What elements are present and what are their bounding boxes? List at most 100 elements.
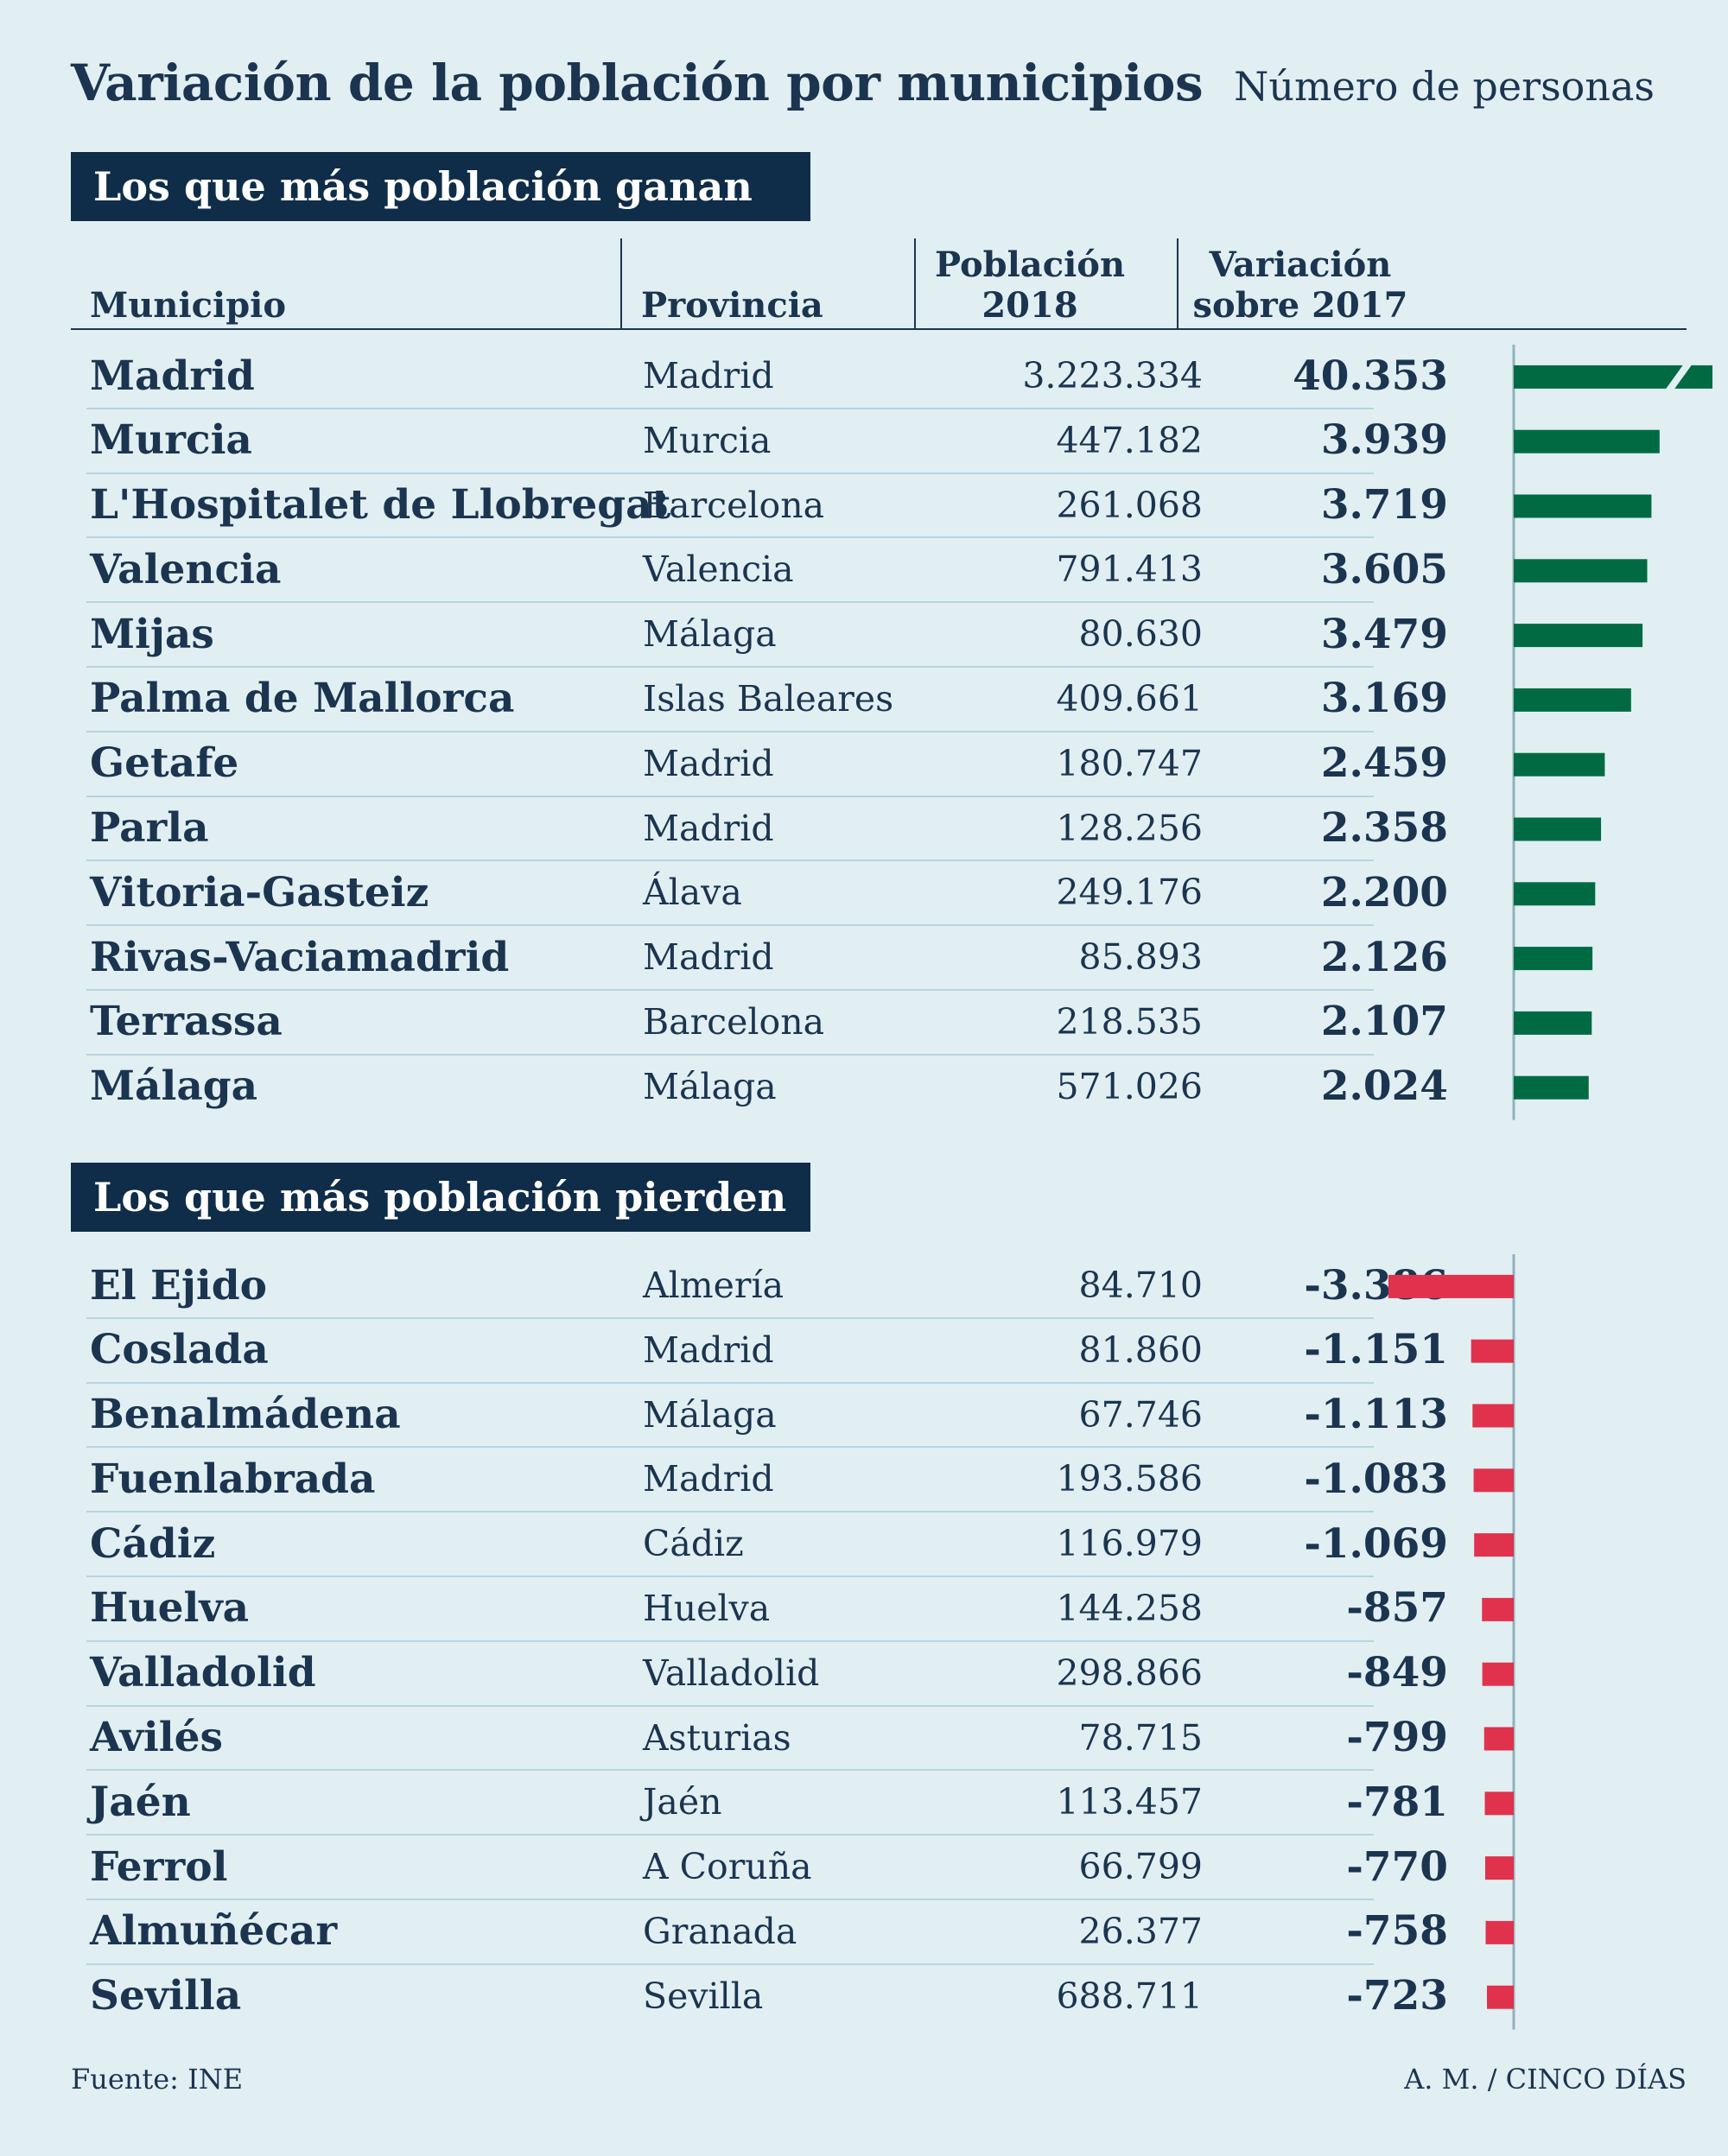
provincia-cell: Valladolid bbox=[643, 1652, 820, 1694]
chart-header: Variación de la población por municipios… bbox=[71, 54, 1695, 112]
table-row: Palma de Mallorca Islas Baleares 409.661 3.… bbox=[86, 668, 1448, 732]
loss-bar-ferrol bbox=[1484, 1856, 1514, 1880]
source-note: Fuente: INE bbox=[71, 2063, 244, 2096]
variacion-cell: 2.107 bbox=[1320, 998, 1448, 1046]
loss-bar-almu-car bbox=[1485, 1920, 1514, 1944]
loss-bar-coslada bbox=[1471, 1339, 1514, 1363]
header-rule bbox=[71, 328, 1687, 330]
provincia-cell: Asturias bbox=[643, 1716, 791, 1759]
variacion-cell: -1.113 bbox=[1304, 1391, 1448, 1439]
table-row: Fuenlabrada Madrid 193.586 -1.083 bbox=[86, 1448, 1448, 1513]
municipio-cell: El Ejido bbox=[90, 1261, 267, 1309]
col-separator bbox=[914, 238, 916, 330]
gain-bar-l-hospitalet-de-llobregat bbox=[1514, 494, 1652, 518]
gain-bar-vitoria-gasteiz bbox=[1514, 882, 1596, 906]
chart-subtitle: Número de personas bbox=[1234, 63, 1655, 110]
loss-section-heading: Los que más población pierden bbox=[71, 1163, 810, 1232]
variacion-cell: 2.200 bbox=[1320, 868, 1448, 916]
loss-bar-valladolid bbox=[1482, 1662, 1514, 1686]
loss-bar-sevilla bbox=[1487, 1985, 1514, 2009]
poblacion-cell: 128.256 bbox=[1056, 807, 1203, 849]
provincia-cell: Barcelona bbox=[643, 484, 825, 526]
variacion-cell: 3.169 bbox=[1320, 675, 1448, 723]
gain-section-heading: Los que más población ganan bbox=[71, 152, 810, 221]
col-header-municipio: Municipio bbox=[90, 285, 287, 326]
poblacion-cell: 81.860 bbox=[1078, 1328, 1203, 1371]
col-header-poblacion-line2: 2018 bbox=[982, 285, 1078, 326]
municipio-cell: Murcia bbox=[90, 416, 252, 465]
poblacion-cell: 571.026 bbox=[1056, 1065, 1203, 1107]
loss-bar-ja-n bbox=[1484, 1791, 1514, 1816]
provincia-cell: Málaga bbox=[643, 1065, 777, 1107]
provincia-cell: Murcia bbox=[643, 419, 772, 461]
col-header-provincia: Provincia bbox=[641, 285, 823, 326]
poblacion-cell: 193.586 bbox=[1056, 1458, 1203, 1500]
provincia-cell: Valencia bbox=[643, 549, 794, 591]
table-row: Madrid Madrid 3.223.334 40.353 bbox=[86, 345, 1448, 409]
poblacion-cell: 67.746 bbox=[1078, 1393, 1203, 1436]
table-row: Murcia Murcia 447.182 3.939 bbox=[86, 409, 1448, 474]
col-separator bbox=[1177, 238, 1178, 330]
poblacion-cell: 113.457 bbox=[1056, 1781, 1203, 1823]
col-header-variacion: Variación sobre 2017 bbox=[1180, 244, 1420, 326]
table-row: Mijas Málaga 80.630 3.479 bbox=[86, 603, 1448, 668]
col-header-variacion-line2: sobre 2017 bbox=[1192, 285, 1408, 326]
gain-bar-parla bbox=[1514, 817, 1602, 841]
municipio-cell: Valladolid bbox=[90, 1649, 316, 1697]
gain-bar-murcia bbox=[1514, 429, 1660, 453]
gain-bar-palma-de-mallorca bbox=[1514, 688, 1631, 712]
loss-bar-huelva bbox=[1482, 1597, 1514, 1621]
provincia-cell: Jaén bbox=[643, 1781, 722, 1823]
poblacion-cell: 116.979 bbox=[1056, 1523, 1203, 1565]
variacion-cell: -799 bbox=[1346, 1714, 1448, 1762]
municipio-cell: Málaga bbox=[90, 1062, 258, 1111]
poblacion-cell: 144.258 bbox=[1056, 1587, 1203, 1629]
provincia-cell: Granada bbox=[643, 1910, 797, 1952]
gain-table: Madrid Madrid 3.223.334 40.353 Murcia Murcia 4… bbox=[86, 345, 1448, 1120]
variacion-cell: -1.069 bbox=[1304, 1519, 1448, 1568]
poblacion-cell: 78.715 bbox=[1078, 1716, 1203, 1759]
table-row: Almuñécar Granada 26.377 -758 bbox=[86, 1900, 1448, 1965]
table-row: Getafe Madrid 180.747 2.459 bbox=[86, 732, 1448, 797]
variacion-cell: 3.719 bbox=[1320, 481, 1448, 529]
variacion-cell: 2.126 bbox=[1320, 933, 1448, 981]
variacion-cell: 3.939 bbox=[1320, 416, 1448, 465]
poblacion-cell: 261.068 bbox=[1056, 484, 1203, 526]
table-row: Ferrol A Coruña 66.799 -770 bbox=[86, 1836, 1448, 1900]
provincia-cell: Madrid bbox=[643, 1458, 774, 1500]
poblacion-cell: 84.710 bbox=[1078, 1265, 1203, 1306]
col-header-poblacion: Población 2018 bbox=[918, 244, 1142, 326]
municipio-cell: Rivas-Vaciamadrid bbox=[90, 933, 510, 981]
poblacion-cell: 85.893 bbox=[1078, 936, 1203, 979]
municipio-cell: Fuenlabrada bbox=[90, 1455, 376, 1503]
poblacion-cell: 409.661 bbox=[1056, 677, 1203, 720]
provincia-cell: Málaga bbox=[643, 1393, 777, 1436]
provincia-cell: Madrid bbox=[643, 807, 774, 849]
provincia-cell: Cádiz bbox=[643, 1523, 744, 1565]
municipio-cell: Parla bbox=[90, 804, 209, 853]
poblacion-cell: 26.377 bbox=[1078, 1910, 1203, 1952]
municipio-cell: Benalmádena bbox=[90, 1391, 401, 1439]
variacion-cell: 3.479 bbox=[1320, 610, 1448, 658]
loss-bar-fuenlabrada bbox=[1473, 1468, 1514, 1493]
municipio-cell: Vitoria-Gasteiz bbox=[90, 868, 429, 916]
poblacion-cell: 218.535 bbox=[1056, 1000, 1203, 1043]
provincia-cell: Huelva bbox=[643, 1587, 771, 1629]
col-separator bbox=[620, 238, 622, 330]
municipio-cell: Ferrol bbox=[90, 1842, 228, 1891]
table-row: L'Hospitalet de Llobregat Barcelona 261.06… bbox=[86, 474, 1448, 539]
provincia-cell: Madrid bbox=[643, 1328, 774, 1371]
table-row: Málaga Málaga 571.026 2.024 bbox=[86, 1056, 1448, 1120]
provincia-cell: Almería bbox=[643, 1265, 785, 1306]
poblacion-cell: 249.176 bbox=[1056, 872, 1203, 914]
variacion-cell: -1.083 bbox=[1304, 1455, 1448, 1503]
poblacion-cell: 688.711 bbox=[1056, 1975, 1203, 2017]
table-row: Valladolid Valladolid 298.866 -849 bbox=[86, 1642, 1448, 1707]
credit-note: A. M. / CINCO DÍAS bbox=[1404, 2063, 1687, 2096]
variacion-cell: 2.358 bbox=[1320, 804, 1448, 853]
municipio-cell: Palma de Mallorca bbox=[90, 675, 515, 723]
table-row: Avilés Asturias 78.715 -799 bbox=[86, 1707, 1448, 1772]
poblacion-cell: 66.799 bbox=[1078, 1846, 1203, 1888]
poblacion-cell: 180.747 bbox=[1056, 742, 1203, 784]
